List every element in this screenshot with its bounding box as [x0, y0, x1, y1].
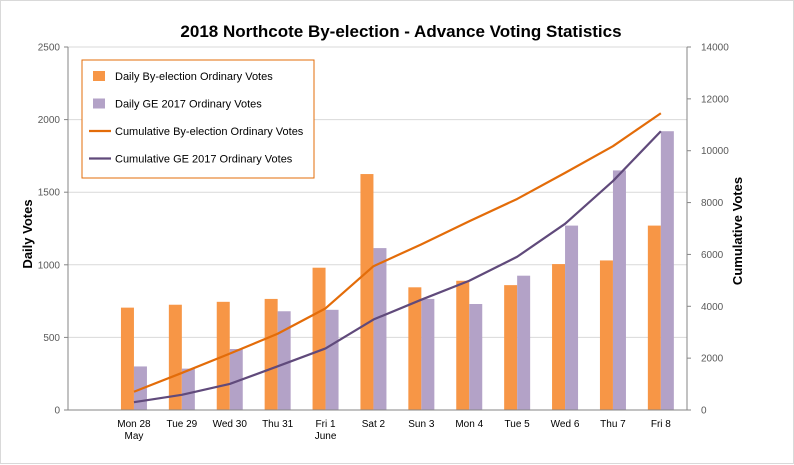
bar — [326, 310, 339, 410]
legend: Daily By-election Ordinary Votes Daily GE… — [82, 60, 314, 178]
legend-label: Cumulative GE 2017 Ordinary Votes — [115, 154, 293, 166]
bar — [613, 170, 626, 410]
y2-tick-label: 0 — [701, 406, 707, 417]
bar — [121, 308, 134, 410]
y2-tick-label: 4000 — [701, 302, 724, 313]
y2-tick-label: 14000 — [701, 43, 729, 54]
bar — [265, 299, 278, 410]
legend-label: Cumulative By-election Ordinary Votes — [115, 126, 304, 138]
bar — [565, 226, 578, 410]
y-tick-label: 500 — [43, 333, 60, 344]
y2-tick-label: 6000 — [701, 250, 724, 261]
x-tick-label: Tue 29 — [166, 419, 197, 430]
bar — [504, 285, 517, 410]
bar — [552, 264, 565, 410]
chart-title: 2018 Northcote By-election - Advance Vot… — [180, 22, 621, 41]
legend-label: Daily GE 2017 Ordinary Votes — [115, 99, 262, 111]
x-tick-label: Mon 4 — [455, 419, 483, 430]
y-tick-label: 1500 — [38, 188, 61, 199]
x-tick-label: Wed 30 — [213, 419, 248, 430]
y2-axis-title: Cumulative Votes — [730, 177, 745, 285]
y-axis-title: Daily Votes — [20, 199, 35, 268]
bar — [421, 299, 434, 410]
x-tick-label: May — [124, 431, 143, 442]
bar — [661, 131, 674, 410]
bar — [278, 311, 291, 410]
y2-tick-label: 8000 — [701, 198, 724, 209]
bar — [456, 281, 469, 410]
bar — [648, 226, 661, 410]
y-tick-label: 2500 — [38, 43, 61, 54]
x-tick-label: Fri 1 — [316, 419, 336, 430]
bar — [313, 268, 326, 410]
legend-swatch — [93, 99, 105, 109]
x-tick-label: Mon 28 — [117, 419, 151, 430]
x-tick-label: Wed 6 — [551, 419, 580, 430]
x-tick-label: June — [315, 431, 337, 442]
y-tick-label: 2000 — [38, 115, 61, 126]
chart-frame: 2018 Northcote By-election - Advance Vot… — [0, 0, 794, 464]
y2-tick-label: 2000 — [701, 354, 724, 365]
y-tick-label: 1000 — [38, 260, 61, 271]
bar — [517, 276, 530, 410]
x-tick-label: Tue 5 — [505, 419, 531, 430]
legend-label: Daily By-election Ordinary Votes — [115, 71, 273, 83]
y2-tick-label: 12000 — [701, 94, 729, 105]
bar — [360, 174, 373, 410]
x-tick-label: Fri 8 — [651, 419, 671, 430]
x-tick-label: Thu 31 — [262, 419, 294, 430]
x-tick-label: Sat 2 — [362, 419, 386, 430]
bar — [469, 304, 482, 410]
y-tick-label: 0 — [54, 406, 60, 417]
chart: 2018 Northcote By-election - Advance Vot… — [1, 1, 794, 465]
legend-swatch — [93, 71, 105, 81]
y2-tick-label: 10000 — [701, 146, 729, 157]
bar — [182, 369, 195, 410]
bar — [408, 287, 421, 410]
bar — [373, 248, 386, 410]
bar — [600, 260, 613, 410]
x-tick-label: Thu 7 — [600, 419, 626, 430]
x-tick-label: Sun 3 — [408, 419, 435, 430]
